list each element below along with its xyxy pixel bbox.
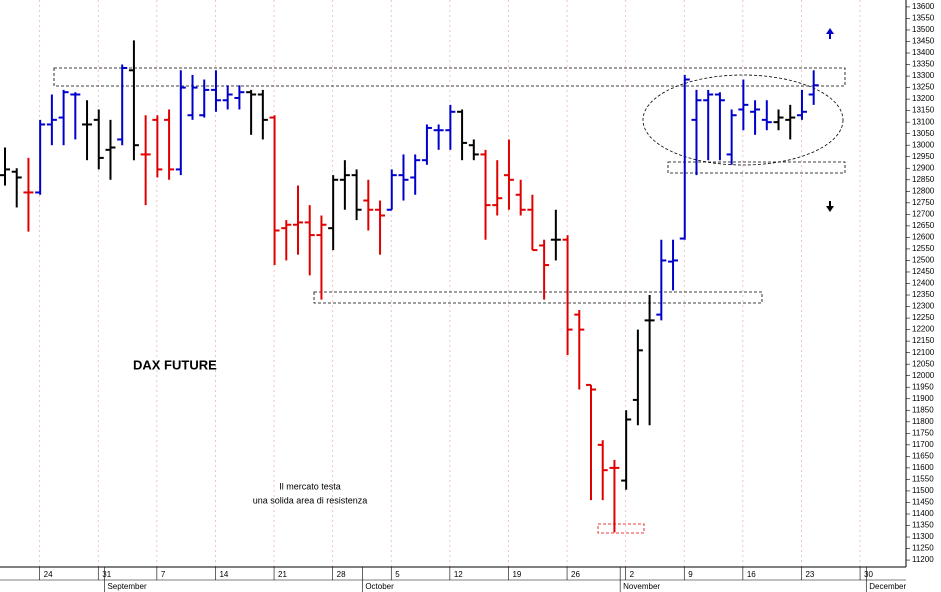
- y-tick-label: 12150: [912, 336, 935, 345]
- y-tick-label: 11950: [912, 382, 934, 391]
- y-tick-label: 12350: [912, 290, 935, 299]
- x-tick-label: 21: [278, 570, 287, 579]
- y-tick-label: 13050: [912, 129, 935, 138]
- month-label: November: [623, 582, 660, 591]
- chart-title: DAX FUTURE: [133, 357, 217, 372]
- zone: [313, 291, 763, 304]
- month-label: December: [869, 582, 906, 591]
- x-tick-label: 26: [571, 570, 580, 579]
- y-tick-label: 11700: [912, 440, 934, 449]
- y-tick-label: 13600: [912, 2, 935, 11]
- y-tick-label: 12450: [912, 267, 935, 276]
- y-tick-label: 12900: [912, 163, 935, 172]
- y-tick-label: 13100: [912, 117, 935, 126]
- x-tick-label: 23: [805, 570, 814, 579]
- arrow-down: [826, 201, 834, 212]
- y-tick-label: 13400: [912, 48, 935, 57]
- y-tick-label: 11500: [912, 486, 934, 495]
- y-tick-label: 13250: [912, 83, 935, 92]
- resistance-zones: [53, 67, 846, 534]
- x-tick-label: 24: [44, 570, 53, 579]
- zone: [667, 161, 846, 174]
- month-label: September: [107, 582, 146, 591]
- y-tick-label: 12000: [912, 371, 935, 380]
- y-tick-label: 12800: [912, 186, 935, 195]
- y-tick-label: 11350: [912, 521, 934, 530]
- y-tick-label: 13350: [912, 60, 935, 69]
- y-tick-label: 13500: [912, 25, 935, 34]
- y-tick-label: 13300: [912, 71, 935, 80]
- y-tick-label: 13450: [912, 37, 935, 46]
- y-tick-label: 12200: [912, 325, 935, 334]
- y-tick-label: 12700: [912, 209, 935, 218]
- zone: [597, 523, 645, 534]
- y-tick-label: 12400: [912, 279, 935, 288]
- x-tick-label: 31: [102, 570, 111, 579]
- annotation: Il mercato testa: [279, 481, 341, 491]
- y-tick-label: 13550: [912, 14, 935, 23]
- y-tick-label: 11800: [912, 417, 934, 426]
- x-tick-label: 28: [337, 570, 346, 579]
- y-tick-label: 12750: [912, 198, 935, 207]
- y-tick-label: 12250: [912, 313, 935, 322]
- x-tick-label: 5: [395, 570, 400, 579]
- y-tick-label: 12300: [912, 302, 935, 311]
- zone-ellipse: [642, 74, 844, 166]
- y-tick-label: 12850: [912, 175, 935, 184]
- y-tick-label: 13150: [912, 106, 935, 115]
- x-tick-label: 12: [454, 570, 463, 579]
- y-tick-label: 12500: [912, 256, 935, 265]
- x-tick-label: 7: [161, 570, 166, 579]
- y-tick-label: 11600: [912, 463, 934, 472]
- x-tick-label: 9: [688, 570, 693, 579]
- y-tick-label: 11450: [912, 498, 934, 507]
- y-tick-label: 12050: [912, 359, 935, 368]
- y-tick-label: 13200: [912, 94, 935, 103]
- x-tick-label: 2: [630, 570, 635, 579]
- y-tick-label: 11300: [912, 532, 934, 541]
- arrows: [826, 28, 834, 212]
- y-tick-label: 12550: [912, 244, 935, 253]
- x-tick-label: 16: [747, 570, 756, 579]
- y-tick-label: 11200: [912, 555, 934, 564]
- zone: [53, 67, 846, 87]
- bars: [0, 40, 819, 533]
- y-tick-label: 12600: [912, 233, 935, 242]
- y-tick-label: 12100: [912, 348, 935, 357]
- y-tick-label: 11250: [912, 544, 934, 553]
- y-tick-label: 13000: [912, 140, 935, 149]
- y-tick-label: 11750: [912, 428, 934, 437]
- y-tick-label: 11550: [912, 475, 934, 484]
- y-tick-label: 11400: [912, 509, 934, 518]
- x-tick-label: 30: [864, 570, 873, 579]
- y-tick-label: 11650: [912, 451, 934, 460]
- y-tick-label: 12950: [912, 152, 935, 161]
- arrow-up: [826, 28, 834, 39]
- axes: 11200 11250 11300 11350 11400 11450 11500 11550…: [39, 2, 935, 592]
- x-tick-label: 14: [219, 570, 228, 579]
- x-tick-label: 19: [512, 570, 521, 579]
- y-tick-label: 11900: [912, 394, 934, 403]
- y-tick-label: 11850: [912, 405, 934, 414]
- annotation: una solida area di resistenza: [253, 495, 368, 505]
- month-label: October: [365, 582, 394, 591]
- y-tick-label: 12650: [912, 221, 935, 230]
